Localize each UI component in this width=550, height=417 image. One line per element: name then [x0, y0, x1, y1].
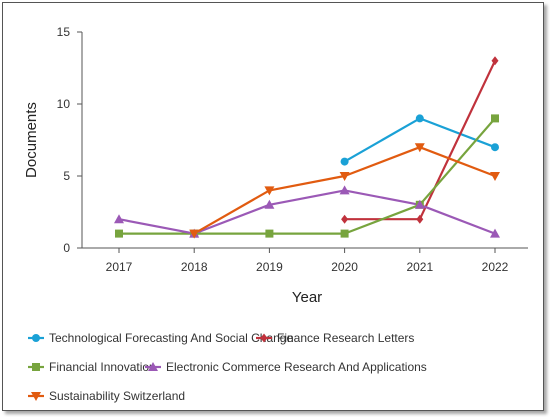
legend: Technological Forecasting And Social Cha… — [28, 331, 427, 403]
x-tick-label: 2018 — [181, 260, 208, 274]
data-point-4 — [264, 186, 275, 196]
data-point-2 — [265, 229, 274, 238]
x-tick-labels: 2017 2018 2019 2020 2021 2022 — [106, 248, 509, 274]
legend-item: Sustainability Switzerland — [28, 389, 185, 403]
x-tick-label: 2019 — [256, 260, 283, 274]
legend-swatch-marker — [32, 363, 40, 371]
legend-item: Finance Research Letters — [256, 331, 414, 345]
data-point-4 — [339, 172, 350, 181]
data-point-0 — [491, 143, 499, 152]
x-tick-label: 2021 — [406, 260, 433, 274]
data-point-3 — [114, 214, 124, 224]
data-point-2 — [115, 229, 123, 238]
series-markers — [114, 56, 500, 239]
legend-label: Sustainability Switzerland — [49, 389, 185, 403]
data-point-0 — [340, 157, 349, 166]
y-tick-label: 0 — [63, 241, 70, 255]
x-axis-title: Year — [292, 289, 322, 306]
data-point-2 — [491, 114, 499, 123]
data-point-1 — [491, 56, 499, 66]
series-line-3 — [118, 189, 496, 235]
data-point-4 — [414, 143, 425, 153]
legend-label: Electronic Commerce Research And Applica… — [166, 360, 427, 374]
data-point-0 — [415, 114, 424, 123]
series-lines — [118, 60, 496, 235]
x-tick-label: 2020 — [331, 260, 358, 274]
data-point-2 — [340, 229, 349, 238]
data-point-3 — [414, 199, 425, 209]
data-point-4 — [490, 172, 500, 181]
x-tick-label: 2017 — [106, 260, 133, 274]
legend-label: Finance Research Letters — [277, 331, 414, 345]
chart-axes — [81, 32, 528, 249]
legend-item: Technological Forecasting And Social Cha… — [28, 331, 293, 345]
y-tick-label: 10 — [57, 97, 71, 111]
legend-label: Technological Forecasting And Social Cha… — [49, 331, 293, 345]
y-tick-label: 5 — [63, 169, 70, 183]
x-tick-label: 2022 — [482, 260, 509, 274]
legend-swatch-marker — [32, 334, 40, 342]
data-point-4 — [189, 229, 200, 239]
legend-label: Financial Innovation — [49, 360, 156, 374]
y-axis-title: Documents — [23, 102, 40, 178]
y-tick-labels: 0 5 10 15 — [57, 25, 82, 255]
legend-item: Electronic Commerce Research And Applica… — [145, 360, 427, 374]
legend-swatch-marker — [260, 333, 268, 343]
data-point-1 — [341, 214, 349, 224]
data-point-3 — [490, 228, 500, 238]
data-point-1 — [416, 214, 424, 224]
legend-item: Financial Innovation — [28, 360, 156, 374]
data-point-3 — [264, 199, 275, 209]
series-line-2 — [119, 117, 496, 235]
data-point-3 — [339, 185, 350, 195]
legend-swatch-marker — [31, 392, 41, 401]
series-line-0 — [344, 117, 496, 163]
y-tick-label: 15 — [57, 25, 71, 39]
legend-swatch-marker — [148, 362, 158, 371]
